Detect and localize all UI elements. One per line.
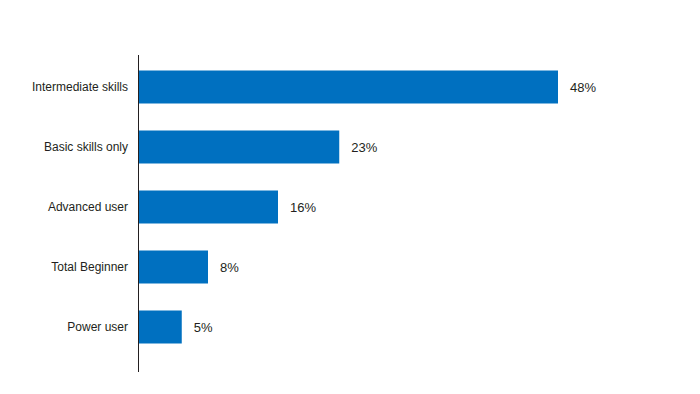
bar — [138, 251, 208, 284]
category-label: Total Beginner — [51, 260, 128, 274]
bars — [138, 71, 558, 344]
category-label: Intermediate skills — [32, 80, 128, 94]
data-label: 8% — [220, 260, 239, 275]
category-label: Advanced user — [48, 200, 128, 214]
bar — [138, 131, 339, 164]
bar — [138, 311, 182, 344]
data-label: 16% — [290, 200, 316, 215]
category-label: Power user — [67, 320, 128, 334]
data-label: 23% — [351, 140, 377, 155]
data-label: 5% — [194, 320, 213, 335]
bar — [138, 71, 558, 104]
labels: Intermediate skills 48% Basic skills only 2… — [32, 80, 597, 335]
category-label: Basic skills only — [44, 140, 128, 154]
bar — [138, 191, 278, 224]
chart-container: Intermediate skills 48% Basic skills only 2… — [0, 0, 700, 394]
data-label: 48% — [570, 80, 596, 95]
category-axis-line — [138, 55, 139, 372]
chart-svg: Intermediate skills 48% Basic skills only 2… — [0, 0, 700, 394]
